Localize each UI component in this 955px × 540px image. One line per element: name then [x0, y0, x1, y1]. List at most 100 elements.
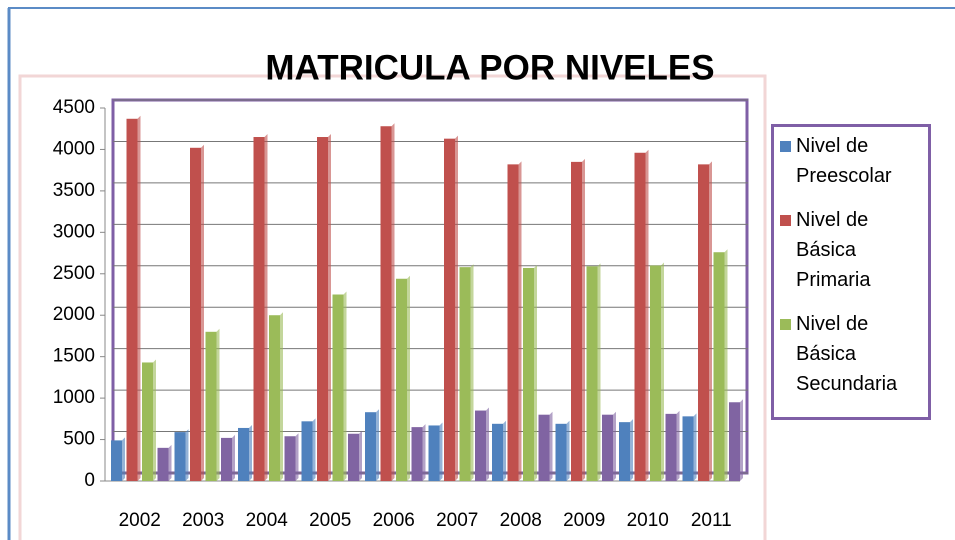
bar — [665, 413, 677, 481]
bar-side — [582, 158, 585, 481]
bar — [729, 402, 740, 481]
bar — [602, 414, 613, 481]
bar-side — [630, 419, 633, 481]
bar — [713, 252, 725, 481]
bar-side — [518, 161, 522, 481]
bar-side — [137, 115, 141, 481]
y-tick-label: 4500 — [53, 97, 95, 118]
y-tick-label: 1000 — [53, 387, 95, 408]
bar — [221, 437, 232, 481]
bar-side — [455, 135, 458, 481]
x-tick-label: 2003 — [182, 510, 224, 531]
bar-side — [153, 359, 156, 481]
bar-side — [470, 264, 474, 481]
bar-side — [359, 430, 362, 481]
bar-side — [168, 444, 172, 481]
y-tick-label: 2500 — [53, 263, 95, 284]
x-tick-label: 2007 — [436, 510, 478, 531]
bar — [475, 410, 486, 481]
bar — [396, 278, 407, 481]
bar-side — [549, 411, 553, 481]
bar — [126, 118, 138, 481]
y-tick-label: 2000 — [53, 304, 95, 325]
bar-side — [201, 144, 204, 481]
bar — [459, 267, 471, 481]
bar-side — [439, 422, 443, 481]
bar — [586, 266, 598, 481]
bar-side — [709, 161, 712, 481]
bar — [523, 267, 534, 481]
y-tick-label: 0 — [84, 470, 95, 491]
bar-side — [328, 134, 331, 481]
y-tick-label: 4000 — [53, 138, 95, 159]
bar — [348, 433, 359, 481]
bar — [619, 422, 630, 481]
legend-entry: Nivel de Preescolar — [780, 131, 922, 191]
legend-entry: Nivel de Básica Primaria — [780, 205, 922, 295]
bar — [253, 137, 265, 481]
bar-side — [216, 328, 220, 481]
x-tick-label: 2004 — [246, 510, 289, 531]
bar-side — [376, 409, 379, 481]
x-tick-label: 2010 — [627, 510, 669, 531]
bar — [411, 427, 423, 481]
y-tick-label: 3000 — [53, 221, 95, 242]
bar — [650, 265, 661, 481]
legend-swatch — [780, 215, 791, 226]
bar — [238, 427, 249, 481]
bar — [507, 164, 519, 481]
chart-title: MATRICULA POR NIVELES — [265, 48, 714, 87]
bar-side — [693, 413, 697, 481]
bar — [380, 126, 392, 481]
bar — [538, 414, 550, 481]
y-tick-label: 3500 — [53, 180, 95, 201]
bar — [555, 423, 567, 481]
legend: Nivel de Preescolar Nivel de Básica Prima… — [771, 124, 931, 420]
bar-side — [740, 399, 743, 481]
bar-side — [534, 264, 537, 481]
bar-side — [343, 291, 347, 481]
legend-swatch — [780, 319, 791, 330]
x-tick-label: 2009 — [563, 510, 605, 531]
legend-entry: Nivel de Básica Secundaria — [780, 309, 922, 399]
bar — [174, 432, 186, 481]
bar — [284, 436, 296, 481]
bar — [142, 362, 153, 481]
bar — [332, 294, 344, 481]
bar-side — [676, 410, 680, 481]
bar — [634, 152, 646, 481]
bar-side — [391, 123, 395, 481]
bar-side — [264, 134, 268, 481]
legend-swatch — [780, 141, 791, 152]
bar-side — [312, 418, 316, 481]
bar — [428, 425, 440, 481]
bar-side — [295, 433, 299, 481]
bar-side — [661, 262, 664, 481]
bar — [317, 137, 328, 481]
bar-side — [724, 249, 728, 481]
bar-side — [249, 424, 252, 481]
bar-side — [422, 424, 426, 481]
bar-side — [566, 420, 570, 481]
bar — [682, 416, 694, 481]
bar-side — [122, 437, 125, 481]
bar-side — [613, 411, 616, 481]
bar — [492, 423, 503, 481]
legend-label: Nivel de Básica Primaria — [796, 209, 871, 291]
bar — [444, 138, 455, 481]
bar — [111, 440, 122, 481]
chart-frame — [18, 74, 767, 540]
bar-side — [645, 149, 649, 481]
legend-label: Nivel de Básica Secundaria — [796, 313, 898, 395]
bar — [205, 331, 217, 481]
x-tick-label: 2005 — [309, 510, 351, 531]
legend-label: Nivel de Preescolar — [796, 135, 892, 187]
bar-side — [486, 407, 489, 481]
bar-side — [503, 420, 506, 481]
bar-side — [407, 275, 410, 481]
bar-side — [185, 429, 189, 481]
bar-side — [280, 312, 283, 481]
bar — [571, 161, 582, 481]
